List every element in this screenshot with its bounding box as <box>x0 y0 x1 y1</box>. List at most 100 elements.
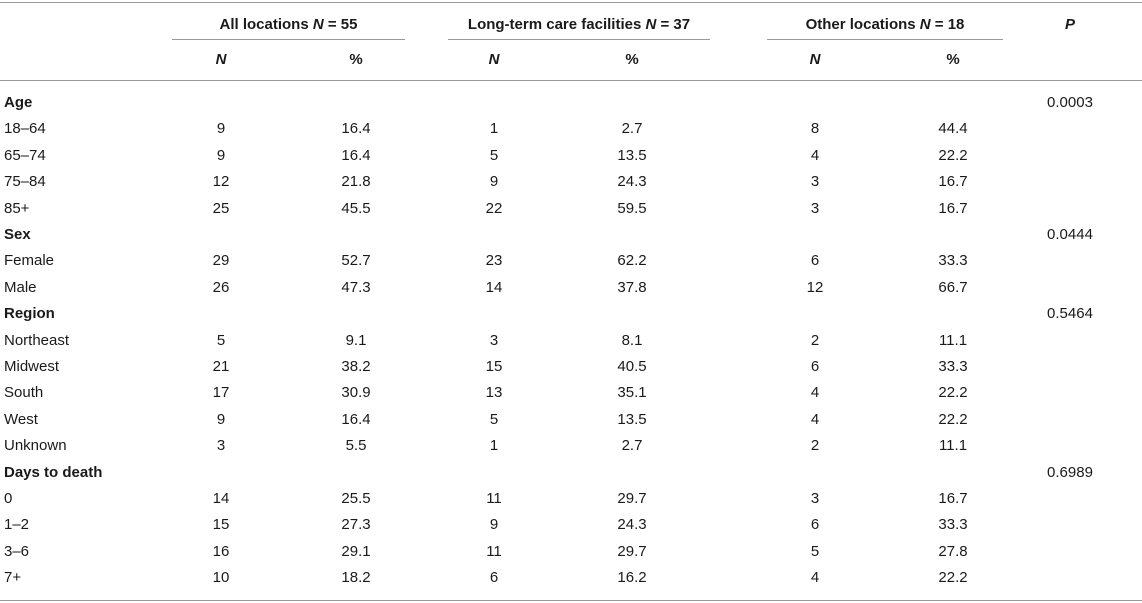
p-value: 0.0444 <box>1047 226 1093 243</box>
cell-n: 9 <box>216 411 226 428</box>
cell-percent: 37.8 <box>617 279 647 296</box>
cell-n: 5 <box>810 543 820 560</box>
cell-n: 5 <box>489 411 499 428</box>
cell-n: 6 <box>810 516 820 533</box>
row-label: 7+ <box>4 569 22 586</box>
cell-percent: 21.8 <box>341 173 371 190</box>
cell-n: 1 <box>489 437 499 454</box>
cell-percent: 16.4 <box>341 411 371 428</box>
cell-n: 9 <box>216 147 226 164</box>
cell-n: 3 <box>810 173 820 190</box>
cell-n: 13 <box>485 384 503 401</box>
cell-n: 17 <box>212 384 230 401</box>
cell-percent: 16.4 <box>341 120 371 137</box>
cell-n: 29 <box>212 252 230 269</box>
p-value: 0.0003 <box>1047 94 1093 111</box>
p-value: 0.6989 <box>1047 464 1093 481</box>
cell-percent: 22.2 <box>938 411 968 428</box>
cell-n: 11 <box>486 490 502 507</box>
cell-percent: 40.5 <box>617 358 647 375</box>
row-label: Unknown <box>4 437 67 454</box>
cell-n: 2 <box>810 332 820 349</box>
column-group-long-term-care: Long-term care facilities N = 37 <box>467 16 691 33</box>
cell-n: 4 <box>810 384 820 401</box>
cell-percent: 45.5 <box>341 200 371 217</box>
cell-n: 2 <box>810 437 820 454</box>
cell-n: 4 <box>810 147 820 164</box>
row-label: West <box>4 411 38 428</box>
cell-n: 3 <box>810 200 820 217</box>
row-label: Northeast <box>4 332 70 349</box>
cell-percent: 59.5 <box>617 200 647 217</box>
row-label: 3–6 <box>4 543 30 560</box>
cell-percent: 27.3 <box>341 516 371 533</box>
cell-percent: 24.3 <box>617 173 647 190</box>
column-group-all-locations: All locations N = 55 <box>219 16 358 33</box>
cell-percent: 16.4 <box>341 147 371 164</box>
column-header-p: P <box>1064 16 1075 33</box>
row-label: Female <box>4 252 55 269</box>
cell-percent: 62.2 <box>617 252 647 269</box>
row-label: 1–2 <box>4 516 30 533</box>
cell-percent: 11.1 <box>938 437 968 454</box>
cell-n: 10 <box>212 569 230 586</box>
cell-n: 22 <box>485 200 503 217</box>
cell-n: 9 <box>489 516 499 533</box>
cell-n: 3 <box>810 490 820 507</box>
subheader-n-all: N <box>215 51 227 68</box>
cell-percent: 33.3 <box>938 252 968 269</box>
cell-percent: 2.7 <box>621 437 643 454</box>
cell-percent: 27.8 <box>938 543 968 560</box>
cell-n: 6 <box>810 252 820 269</box>
cell-percent: 38.2 <box>341 358 371 375</box>
cell-percent: 44.4 <box>938 120 968 137</box>
cell-n: 12 <box>806 279 824 296</box>
cell-percent: 22.2 <box>938 569 968 586</box>
cell-n: 11 <box>486 543 502 560</box>
cell-percent: 52.7 <box>341 252 371 269</box>
subheader-pct-all: % <box>349 51 363 68</box>
cell-n: 21 <box>212 358 230 375</box>
cell-n: 15 <box>212 516 230 533</box>
cell-n: 9 <box>489 173 499 190</box>
cell-n: 23 <box>485 252 503 269</box>
cell-n: 4 <box>810 569 820 586</box>
cell-percent: 16.7 <box>938 200 968 217</box>
cell-n: 5 <box>216 332 226 349</box>
row-label: Midwest <box>4 358 60 375</box>
header-bottom-rule <box>0 80 1142 81</box>
cell-n: 4 <box>810 411 820 428</box>
row-label: South <box>4 384 44 401</box>
cell-percent: 16.2 <box>617 569 647 586</box>
cell-percent: 29.1 <box>341 543 371 560</box>
section-label: Region <box>4 305 55 322</box>
cell-n: 15 <box>485 358 503 375</box>
subheader-n-ltc: N <box>488 51 500 68</box>
cell-percent: 22.2 <box>938 384 968 401</box>
row-label: 75–84 <box>4 173 46 190</box>
row-label: 0 <box>4 490 13 507</box>
cell-n: 6 <box>810 358 820 375</box>
group-underline-other <box>767 39 1003 40</box>
column-group-other-locations: Other locations N = 18 <box>805 16 965 33</box>
cell-n: 9 <box>216 120 226 137</box>
cell-percent: 30.9 <box>341 384 371 401</box>
subheader-n-other: N <box>809 51 821 68</box>
cell-percent: 24.3 <box>617 516 647 533</box>
section-label: Sex <box>4 226 31 243</box>
group-underline-ltc <box>448 39 710 40</box>
section-label: Age <box>4 94 33 111</box>
cell-percent: 33.3 <box>938 516 968 533</box>
cell-n: 12 <box>212 173 230 190</box>
row-label: 18–64 <box>4 120 46 137</box>
subheader-pct-ltc: % <box>625 51 639 68</box>
table-top-rule <box>0 2 1142 3</box>
cell-percent: 66.7 <box>938 279 968 296</box>
cell-percent: 5.5 <box>345 437 367 454</box>
cell-percent: 47.3 <box>341 279 371 296</box>
cell-n: 3 <box>489 332 499 349</box>
cell-percent: 29.7 <box>617 543 647 560</box>
cell-percent: 8.1 <box>621 332 643 349</box>
group-underline-all <box>172 39 405 40</box>
cell-n: 1 <box>489 120 499 137</box>
